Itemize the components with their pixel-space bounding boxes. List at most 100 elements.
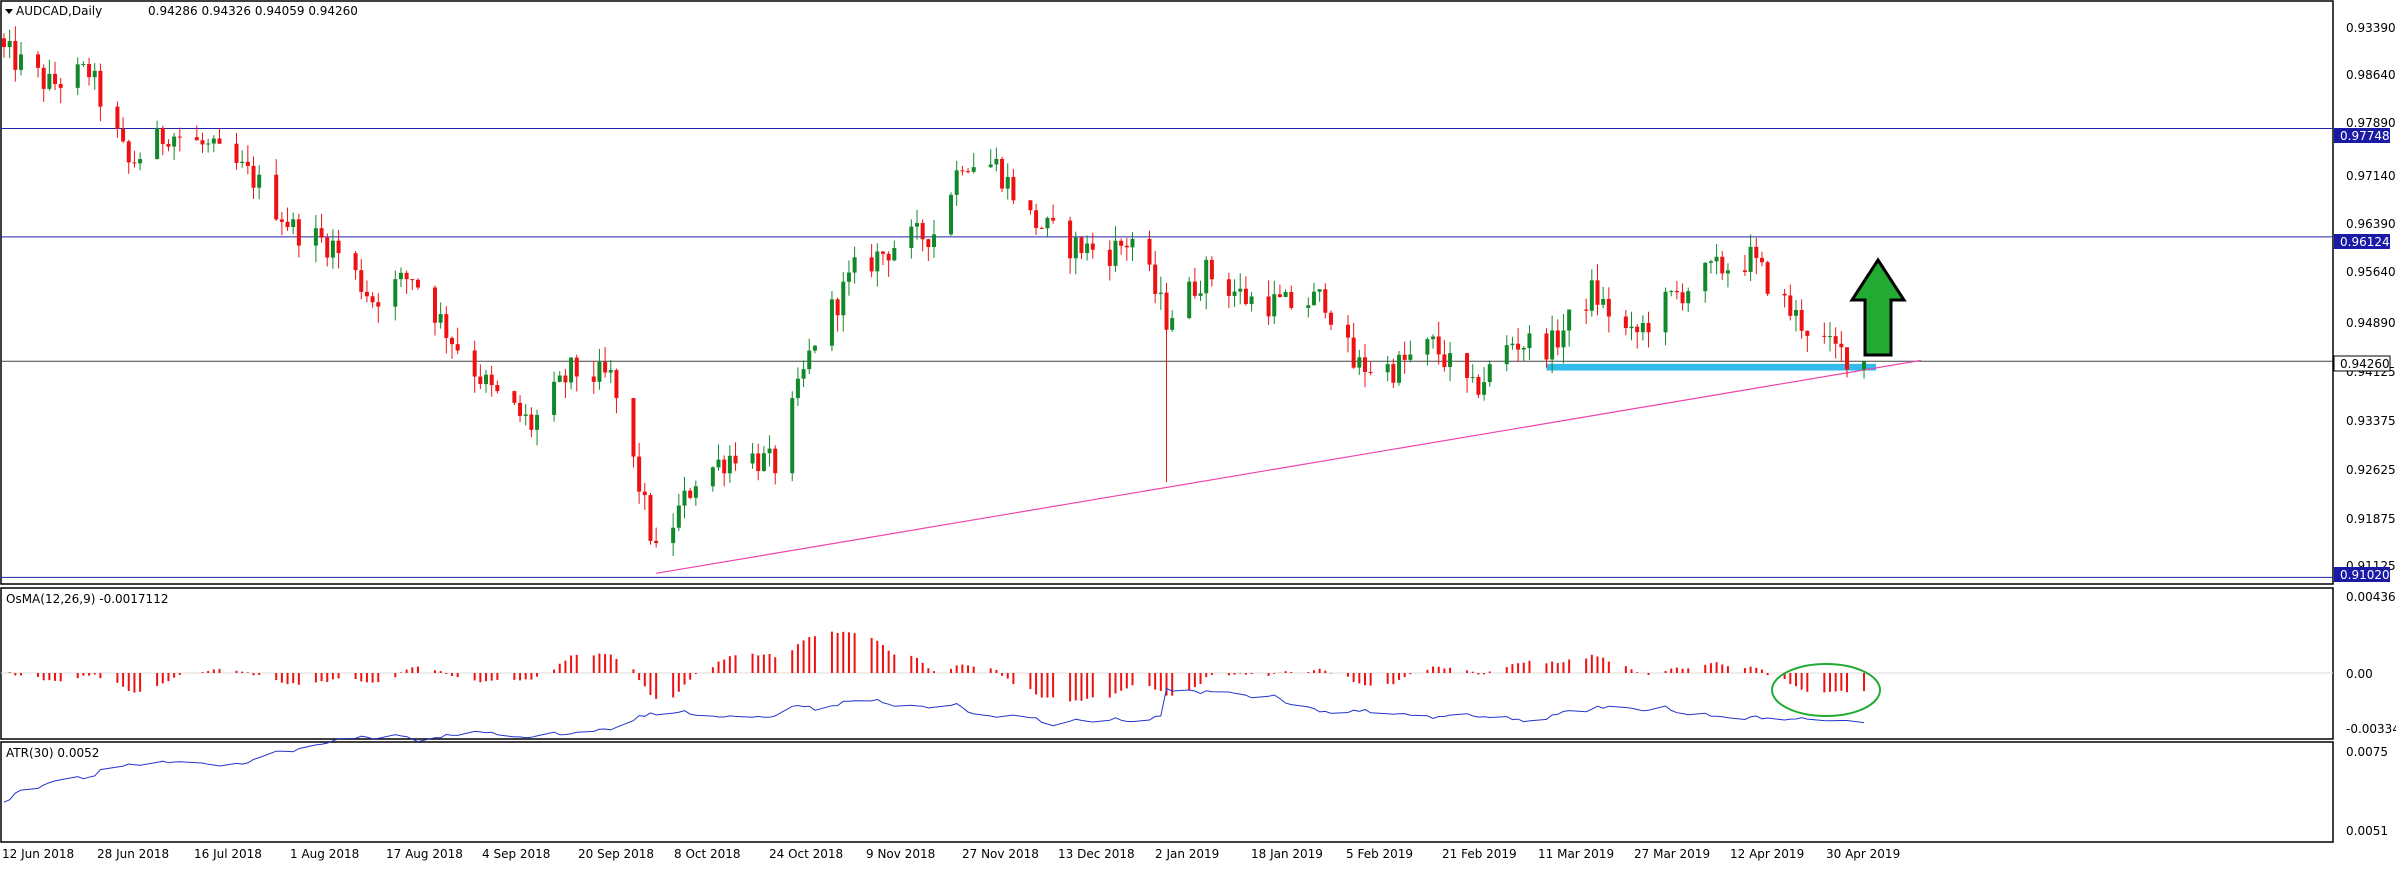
candle-body — [274, 174, 279, 220]
candle-body — [166, 143, 171, 147]
level-box — [2334, 567, 2390, 582]
candle-body — [1277, 294, 1282, 297]
candle-body — [512, 391, 517, 403]
candle-body — [926, 239, 931, 247]
candle-body — [1822, 335, 1827, 337]
candle-body — [557, 375, 562, 382]
candle-body — [330, 240, 335, 258]
price-tick: 0.94890 — [2346, 316, 2396, 330]
candle-body — [404, 272, 409, 280]
candle-body — [591, 376, 596, 382]
candle-body — [518, 402, 523, 416]
candle-body — [211, 138, 216, 144]
level-box-label: 0.96124 — [2340, 235, 2390, 249]
candle-body — [1266, 296, 1271, 317]
candle-body — [1759, 257, 1764, 263]
candle-body — [1187, 281, 1192, 319]
level-box-label: 0.91020 — [2340, 568, 2390, 582]
x-tick-label: 18 Jan 2019 — [1251, 847, 1323, 861]
price-tick: 0.97140 — [2346, 169, 2396, 183]
candle-body — [1345, 324, 1350, 338]
candle-body — [1550, 330, 1555, 360]
candle-body — [761, 453, 766, 472]
atr-label: ATR(30) 0.0052 — [6, 746, 99, 760]
candle-body — [217, 138, 222, 144]
candle-body — [1555, 330, 1560, 348]
x-tick-label: 12 Jun 2018 — [2, 847, 74, 861]
candle-body — [1623, 316, 1628, 329]
candle-body — [206, 143, 211, 145]
candle-body — [920, 223, 925, 240]
atr-panel-frame — [0, 741, 2334, 843]
candle-body — [971, 167, 976, 172]
candle-body — [1669, 291, 1674, 293]
candle-body — [1317, 289, 1322, 292]
x-tick-label: 11 Mar 2019 — [1538, 847, 1614, 861]
x-tick-label: 9 Nov 2018 — [866, 847, 935, 861]
candle-body — [1306, 305, 1311, 308]
candle-body — [1487, 364, 1492, 383]
candle-body — [364, 291, 369, 297]
current-price-label: 0.94260 — [2340, 357, 2390, 371]
candle-body — [574, 357, 579, 377]
candle-body — [915, 223, 919, 227]
x-tick-label: 8 Oct 2018 — [674, 847, 741, 861]
candle-body — [1385, 364, 1390, 373]
candle-body — [1720, 256, 1725, 274]
candle-body — [234, 143, 239, 163]
candle-body — [654, 540, 659, 544]
ohlc-label: 0.94286 0.94326 0.94059 0.94260 — [148, 4, 358, 18]
candle-body — [767, 448, 772, 454]
candle-body — [251, 165, 256, 188]
x-tick-label: 28 Jun 2018 — [97, 847, 169, 861]
candle-body — [279, 219, 284, 222]
candle-body — [415, 279, 420, 288]
candle-body — [1328, 312, 1333, 325]
candle-body — [1226, 279, 1231, 296]
candle-body — [1397, 354, 1402, 383]
candle-body — [852, 257, 857, 273]
candle-body — [177, 136, 182, 138]
candle-body — [1113, 240, 1118, 266]
candle-body — [2, 38, 6, 48]
candle-body — [1646, 322, 1651, 333]
candle-body — [1051, 217, 1056, 221]
up-arrow-icon — [1849, 257, 1907, 357]
candle-body — [795, 378, 800, 399]
candle-body — [1708, 261, 1713, 263]
price-tick: 0.93375 — [2346, 414, 2396, 428]
candle-body — [676, 505, 681, 528]
candle-body — [1351, 337, 1356, 368]
candle-body — [1516, 343, 1521, 350]
candle-body — [1448, 353, 1453, 367]
main-layer — [1, 26, 2333, 578]
candle-body — [892, 248, 897, 261]
candle-body — [1357, 357, 1362, 368]
candle-body — [988, 164, 993, 168]
candle-body — [132, 162, 137, 164]
candle-body — [1663, 291, 1668, 333]
candle-body — [1686, 291, 1691, 304]
x-tick-label: 2 Jan 2019 — [1155, 847, 1219, 861]
candle-body — [81, 64, 86, 66]
candle-body — [58, 84, 63, 88]
x-tick-label: 27 Nov 2018 — [962, 847, 1039, 861]
osma-tick: 0.00 — [2346, 667, 2373, 681]
level-box — [2334, 234, 2390, 249]
candle-body — [495, 385, 500, 392]
candle-body — [563, 375, 568, 383]
candle-body — [722, 459, 727, 474]
candle-body — [552, 381, 557, 415]
candle-body — [1640, 322, 1645, 333]
candle-body — [19, 54, 24, 70]
highlight-ellipse — [1771, 663, 1881, 717]
candle-body — [245, 161, 250, 166]
candle-body — [1476, 376, 1481, 395]
candle-body — [1068, 220, 1073, 259]
collapse-triangle-icon[interactable] — [5, 9, 13, 14]
candle-body — [1249, 296, 1254, 304]
candle-body — [1567, 309, 1572, 331]
candle-body — [909, 226, 914, 249]
x-tick-label: 20 Sep 2018 — [578, 847, 654, 861]
